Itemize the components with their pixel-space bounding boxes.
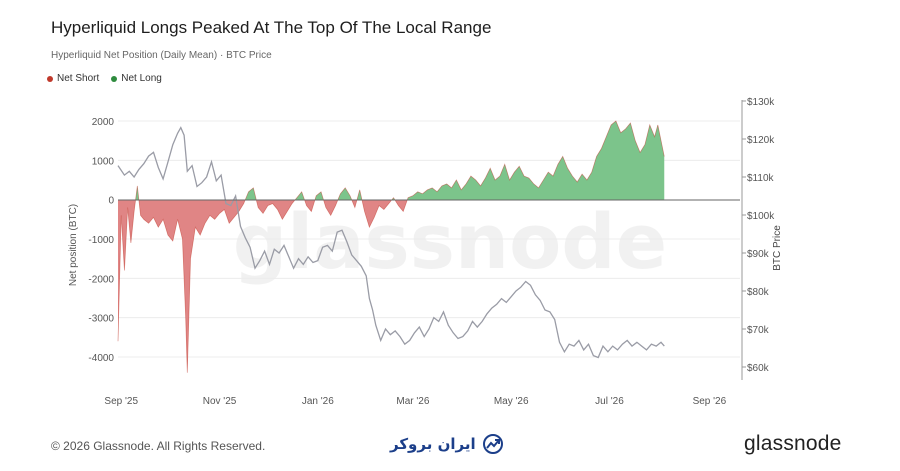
- net-position-area: [117, 120, 665, 373]
- y-axis-left-label: Net position (BTC): [68, 204, 79, 286]
- y-tick-label-right: $60k: [747, 363, 770, 374]
- x-tick-label: Mar '26: [396, 396, 429, 407]
- btc-price-line: [117, 126, 665, 359]
- y-tick-label-right: $110k: [747, 173, 775, 184]
- net-short-dot-icon: [47, 75, 53, 82]
- net-long-area: [135, 121, 665, 200]
- y-tick-label-left: -2000: [88, 274, 114, 285]
- left-axis: 2000 1000 0 -1000 -2000 -3000 -4000: [88, 117, 114, 364]
- legend-label-net-short: Net Short: [57, 73, 100, 84]
- y-axis-right-label: BTC Price: [772, 225, 783, 271]
- y-tick-label-left: -3000: [88, 314, 114, 325]
- footer-copyright: © 2026 Glassnode. All Rights Reserved.: [51, 439, 266, 453]
- x-tick-label: May '26: [494, 396, 529, 407]
- y-tick-label-right: $90k: [747, 249, 770, 260]
- y-tick-label-left: 0: [108, 196, 114, 207]
- y-tick-label-right: $100k: [747, 211, 775, 222]
- y-tick-label-left: -4000: [88, 353, 114, 364]
- glassnode-logo: glassnode: [744, 432, 842, 455]
- y-tick-label-left: -1000: [88, 235, 114, 246]
- chart-title: Hyperliquid Longs Peaked At The Top Of T…: [51, 18, 492, 37]
- y-tick-label-right: $130k: [747, 97, 775, 108]
- x-axis: Sep '25 Nov '25 Jan '26 Mar '26 May '26 Jul '…: [104, 396, 726, 407]
- x-tick-label: Sep '26: [693, 396, 727, 407]
- legend-item-net-long[interactable]: Net Long: [111, 73, 162, 84]
- chart-subtitle: Hyperliquid Net Position (Daily Mean) · …: [51, 50, 272, 61]
- y-tick-label-right: $80k: [747, 287, 770, 298]
- trend-arrow-icon: [482, 434, 503, 454]
- legend-item-net-short[interactable]: Net Short: [47, 73, 99, 84]
- partner-name: ایران بروکر: [390, 435, 476, 453]
- net-long-dot-icon: [111, 75, 118, 82]
- net-position-line: [117, 120, 665, 373]
- chart-legend: Net Short Net Long: [47, 73, 162, 84]
- y-tick-label-right: $70k: [747, 325, 770, 336]
- right-axis: $130k $120k $110k $100k $90k $80k $70k $60k: [742, 97, 775, 374]
- net-short-area: [118, 199, 408, 373]
- x-tick-label: Nov '25: [203, 396, 237, 407]
- watermark-text: glassnode: [233, 197, 667, 286]
- btc-price-series: [117, 126, 665, 359]
- x-tick-label: Jul '26: [595, 396, 624, 407]
- y-tick-label-left: 1000: [92, 156, 115, 167]
- x-tick-label: Sep '25: [104, 396, 138, 407]
- x-tick-label: Jan '26: [302, 396, 334, 407]
- y-tick-label-right: $120k: [747, 135, 775, 146]
- footer-partner[interactable]: ایران بروکر: [390, 433, 504, 455]
- y-tick-label-left: 2000: [92, 117, 115, 128]
- legend-label-net-long: Net Long: [121, 73, 162, 84]
